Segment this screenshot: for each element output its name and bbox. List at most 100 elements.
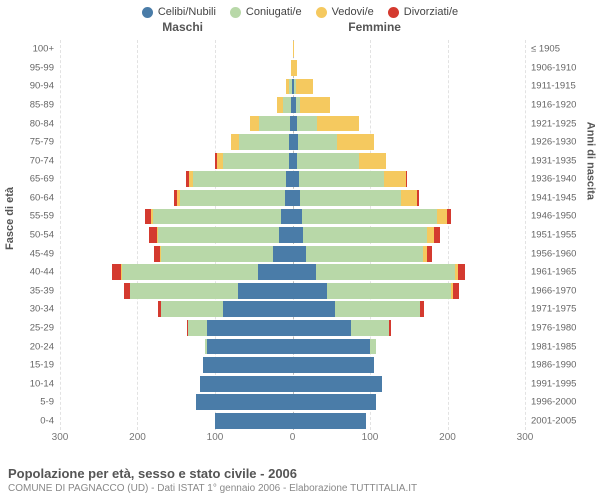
chart-footer: Popolazione per età, sesso e stato civil… (8, 466, 592, 494)
bar-stack (60, 79, 293, 95)
birth-year-label: 1981-1985 (525, 342, 595, 352)
bar-segment (389, 320, 391, 336)
pyramid-row: 0-42001-2005 (60, 412, 525, 431)
bar-segment (293, 190, 301, 206)
bar-stack (60, 116, 293, 132)
bar-stack (293, 357, 526, 373)
age-label: 30-34 (10, 305, 60, 315)
female-half (293, 337, 526, 356)
bar-segment (316, 264, 456, 280)
female-half (293, 319, 526, 338)
x-axis: 3002001000100200300 (60, 432, 525, 448)
pyramid-row: 75-791926-1930 (60, 133, 525, 152)
bar-stack (293, 79, 526, 95)
pyramid-row: 30-341971-1975 (60, 300, 525, 319)
bar-segment (298, 134, 337, 150)
pyramid-row: 85-891916-1920 (60, 96, 525, 115)
bar-segment (303, 227, 427, 243)
age-label: 70-74 (10, 156, 60, 166)
female-half (293, 170, 526, 189)
bar-stack (60, 264, 293, 280)
birth-year-label: 1941-1945 (525, 193, 595, 203)
male-half (60, 114, 293, 133)
bar-segment (180, 190, 285, 206)
x-tick-label: 100 (207, 432, 224, 443)
bar-stack (60, 320, 293, 336)
bar-stack (293, 413, 526, 429)
bar-segment (161, 301, 223, 317)
bar-stack (60, 97, 293, 113)
bar-stack (60, 134, 293, 150)
male-half (60, 282, 293, 301)
pyramid-row: 20-241981-1985 (60, 337, 525, 356)
bar-stack (60, 246, 293, 262)
bar-stack (60, 60, 293, 76)
birth-year-label: ≤ 1905 (525, 45, 595, 55)
bar-stack (293, 134, 526, 150)
female-header: Femmine (348, 20, 401, 34)
male-half (60, 337, 293, 356)
bar-segment (112, 264, 121, 280)
bar-segment (359, 153, 386, 169)
x-tick-label: 300 (52, 432, 69, 443)
pyramid-row: 25-291976-1980 (60, 319, 525, 338)
male-half (60, 226, 293, 245)
age-label: 5-9 (10, 398, 60, 408)
male-half (60, 393, 293, 412)
legend-swatch (230, 7, 241, 18)
male-half (60, 189, 293, 208)
legend-item: Coniugati/e (230, 6, 302, 18)
bar-stack (293, 283, 526, 299)
bar-segment (238, 283, 292, 299)
male-half (60, 244, 293, 263)
bar-stack (293, 153, 526, 169)
bar-stack (293, 116, 526, 132)
bar-segment (297, 116, 316, 132)
male-half (60, 151, 293, 170)
age-label: 45-49 (10, 249, 60, 259)
bar-segment (293, 301, 336, 317)
birth-year-label: 1921-1925 (525, 119, 595, 129)
bar-segment (215, 413, 292, 429)
bar-stack (60, 394, 293, 410)
bar-segment (258, 264, 293, 280)
pyramid-row: 35-391966-1970 (60, 282, 525, 301)
legend-swatch (316, 7, 327, 18)
bar-segment (200, 376, 293, 392)
x-tick-label: 300 (517, 432, 534, 443)
bar-segment (293, 41, 294, 57)
male-half (60, 77, 293, 96)
bar-segment (283, 97, 291, 113)
bar-stack (60, 190, 293, 206)
bar-segment (293, 264, 316, 280)
footer-subtitle: COMUNE DI PAGNACCO (UD) - Dati ISTAT 1° … (8, 483, 592, 494)
bar-stack (60, 413, 293, 429)
birth-year-label: 1986-1990 (525, 360, 595, 370)
bar-segment (293, 60, 298, 76)
male-half (60, 374, 293, 393)
bar-segment (250, 116, 259, 132)
x-tick-label: 200 (439, 432, 456, 443)
age-label: 0-4 (10, 416, 60, 426)
bar-segment (434, 227, 440, 243)
population-pyramid-chart: Celibi/NubiliConiugati/eVedovi/eDivorzia… (0, 0, 600, 500)
bar-stack (293, 264, 526, 280)
male-half (60, 319, 293, 338)
bar-segment (273, 246, 292, 262)
birth-year-label: 1946-1950 (525, 212, 595, 222)
bar-stack (60, 41, 293, 57)
bar-segment (302, 209, 438, 225)
bar-segment (279, 227, 293, 243)
male-half (60, 300, 293, 319)
bar-segment (293, 283, 328, 299)
male-half (60, 263, 293, 282)
chart-headers: Maschi Femmine (0, 20, 600, 36)
bar-segment (300, 97, 329, 113)
bar-segment (203, 357, 292, 373)
age-label: 20-24 (10, 342, 60, 352)
bar-segment (293, 320, 351, 336)
bar-segment (158, 227, 278, 243)
pyramid-row: 40-441961-1965 (60, 263, 525, 282)
bar-segment (207, 339, 292, 355)
bar-stack (60, 357, 293, 373)
